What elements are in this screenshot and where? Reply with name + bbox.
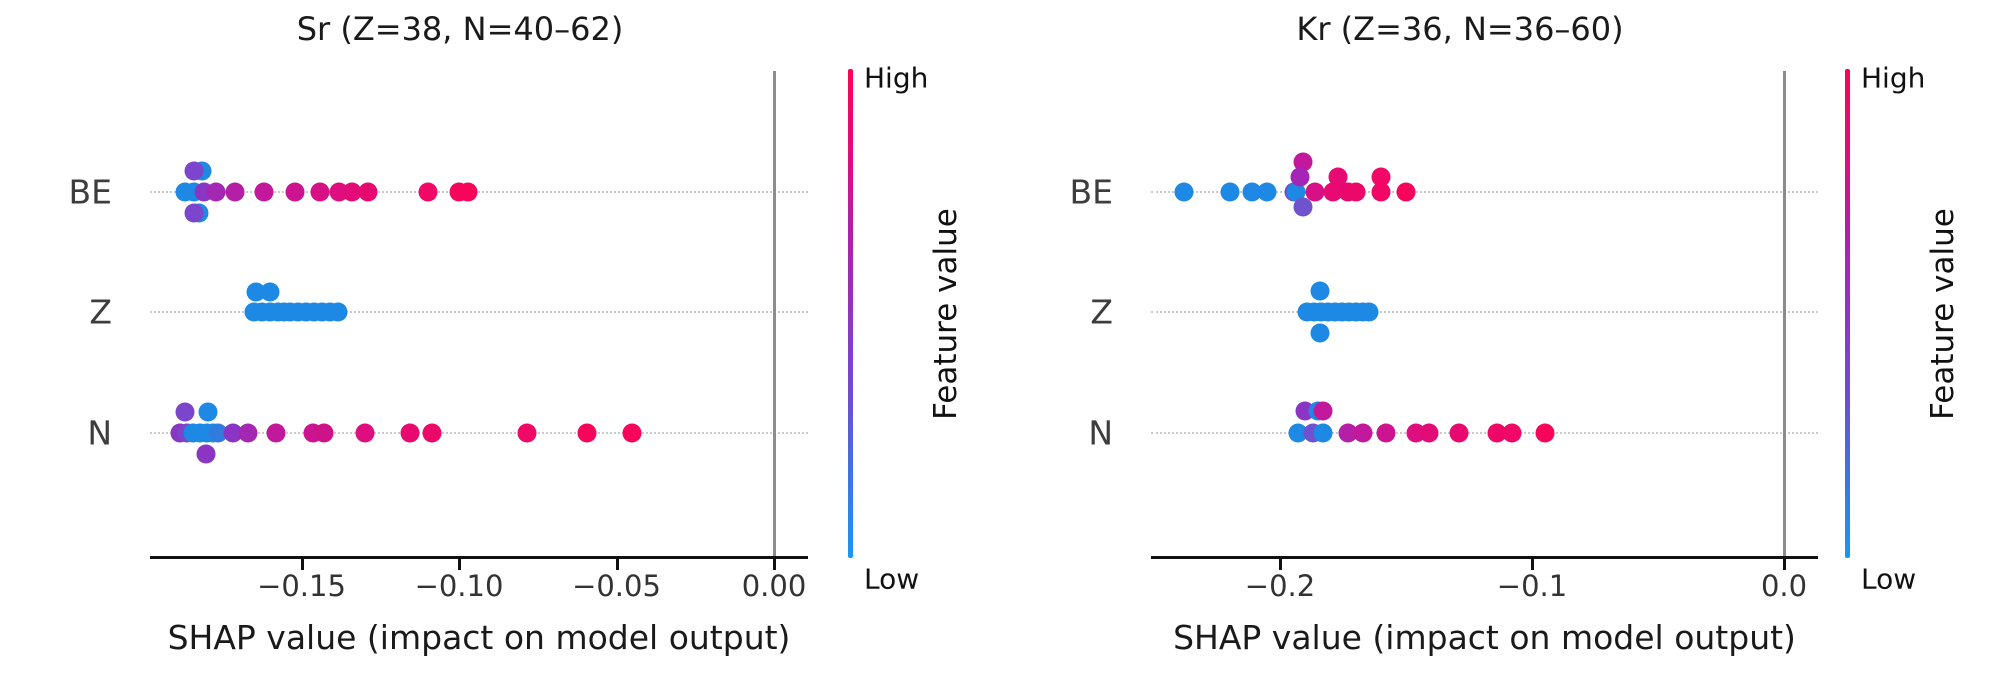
data-point <box>1353 423 1373 443</box>
x-tick-label: −0.2 <box>1244 569 1316 603</box>
data-point <box>1323 182 1343 202</box>
data-point <box>184 203 204 223</box>
data-point <box>1310 323 1330 343</box>
x-tick-mark <box>615 558 619 570</box>
data-point <box>1242 182 1262 202</box>
data-point <box>266 423 286 443</box>
row-gridline <box>1151 191 1818 193</box>
row-gridline <box>150 432 808 434</box>
data-point <box>1371 167 1391 187</box>
data-point <box>1288 423 1308 443</box>
data-point <box>175 402 195 422</box>
data-point <box>1535 423 1555 443</box>
x-tick-label: −0.05 <box>572 569 661 603</box>
data-point <box>418 182 437 202</box>
data-point <box>285 182 305 202</box>
row-label-z: Z <box>89 292 112 332</box>
data-point <box>328 302 348 322</box>
x-tick-mark <box>1783 558 1786 570</box>
colorbar-axis-label: Feature value <box>928 207 964 420</box>
data-point <box>622 423 642 443</box>
data-point <box>517 423 537 443</box>
data-point <box>1305 182 1325 202</box>
data-point <box>1346 182 1366 202</box>
data-point <box>1220 182 1240 202</box>
data-point <box>358 182 378 202</box>
data-point <box>310 182 330 202</box>
colorbar-high-label: High <box>1861 61 1926 95</box>
data-point <box>1419 423 1439 443</box>
x-tick-mark <box>300 558 304 570</box>
x-tick-label: −0.10 <box>414 569 504 603</box>
x-tick-label: −0.15 <box>257 569 346 603</box>
row-label-be: BE <box>68 172 113 212</box>
x-tick-mark <box>1279 558 1282 570</box>
data-point <box>1290 167 1310 187</box>
data-point <box>1502 423 1522 443</box>
colorbar-high-label: High <box>864 61 929 95</box>
x-tick-mark <box>773 558 776 570</box>
data-point <box>458 182 478 202</box>
data-point <box>208 423 228 443</box>
data-point <box>1313 401 1333 421</box>
row-label-n: N <box>87 413 112 453</box>
data-point <box>196 444 216 464</box>
data-point <box>1376 423 1396 443</box>
x-tick-label: −0.1 <box>1496 569 1568 603</box>
data-point <box>206 182 226 202</box>
data-point <box>198 402 218 422</box>
data-point <box>577 423 597 443</box>
data-point <box>1371 182 1391 202</box>
data-point <box>400 423 420 443</box>
row-label-n: N <box>1088 413 1113 453</box>
data-point <box>1328 167 1348 187</box>
data-point <box>254 182 274 202</box>
x-axis <box>1151 556 1818 559</box>
feature-value-colorbar <box>1845 69 1850 558</box>
data-point <box>1313 423 1333 443</box>
data-point <box>238 423 258 443</box>
zero-reference-line <box>773 71 776 557</box>
data-point <box>422 423 442 443</box>
x-tick-mark <box>458 558 461 570</box>
x-tick-mark <box>1531 558 1534 570</box>
panel-title: Kr (Z=36, N=36–60) <box>1296 10 1624 48</box>
data-point <box>1396 182 1416 202</box>
data-point <box>1487 423 1507 443</box>
colorbar-axis-label: Feature value <box>1925 207 1961 420</box>
data-point <box>1174 182 1194 202</box>
panel-title: Sr (Z=38, N=40–62) <box>296 10 624 48</box>
data-point <box>225 182 245 202</box>
data-point <box>1293 152 1313 172</box>
data-point <box>260 282 280 302</box>
x-axis-label: SHAP value (impact on model output) <box>1173 618 1796 657</box>
data-point <box>1449 423 1469 443</box>
row-gridline <box>150 311 808 313</box>
x-axis-label: SHAP value (impact on model output) <box>167 618 791 657</box>
data-point <box>1338 423 1358 443</box>
row-gridline <box>1151 432 1818 434</box>
x-axis <box>150 556 808 559</box>
data-point <box>1310 281 1330 301</box>
row-gridline <box>150 191 808 193</box>
row-label-be: BE <box>1069 172 1114 212</box>
data-point <box>342 182 362 202</box>
colorbar-low-label: Low <box>864 562 920 596</box>
zero-reference-line <box>1783 71 1786 557</box>
data-point <box>184 161 204 181</box>
data-point <box>1293 197 1313 217</box>
feature-value-colorbar <box>848 69 853 558</box>
data-point <box>1257 182 1277 202</box>
x-tick-label: 0.0 <box>1760 569 1808 603</box>
colorbar-low-label: Low <box>1861 562 1917 596</box>
data-point <box>1359 302 1379 322</box>
data-point <box>314 423 334 443</box>
x-tick-label: 0.00 <box>741 569 807 603</box>
data-point <box>223 423 243 443</box>
row-gridline <box>1151 311 1818 313</box>
data-point <box>1286 182 1306 202</box>
row-label-z: Z <box>1090 292 1113 332</box>
data-point <box>355 423 374 443</box>
